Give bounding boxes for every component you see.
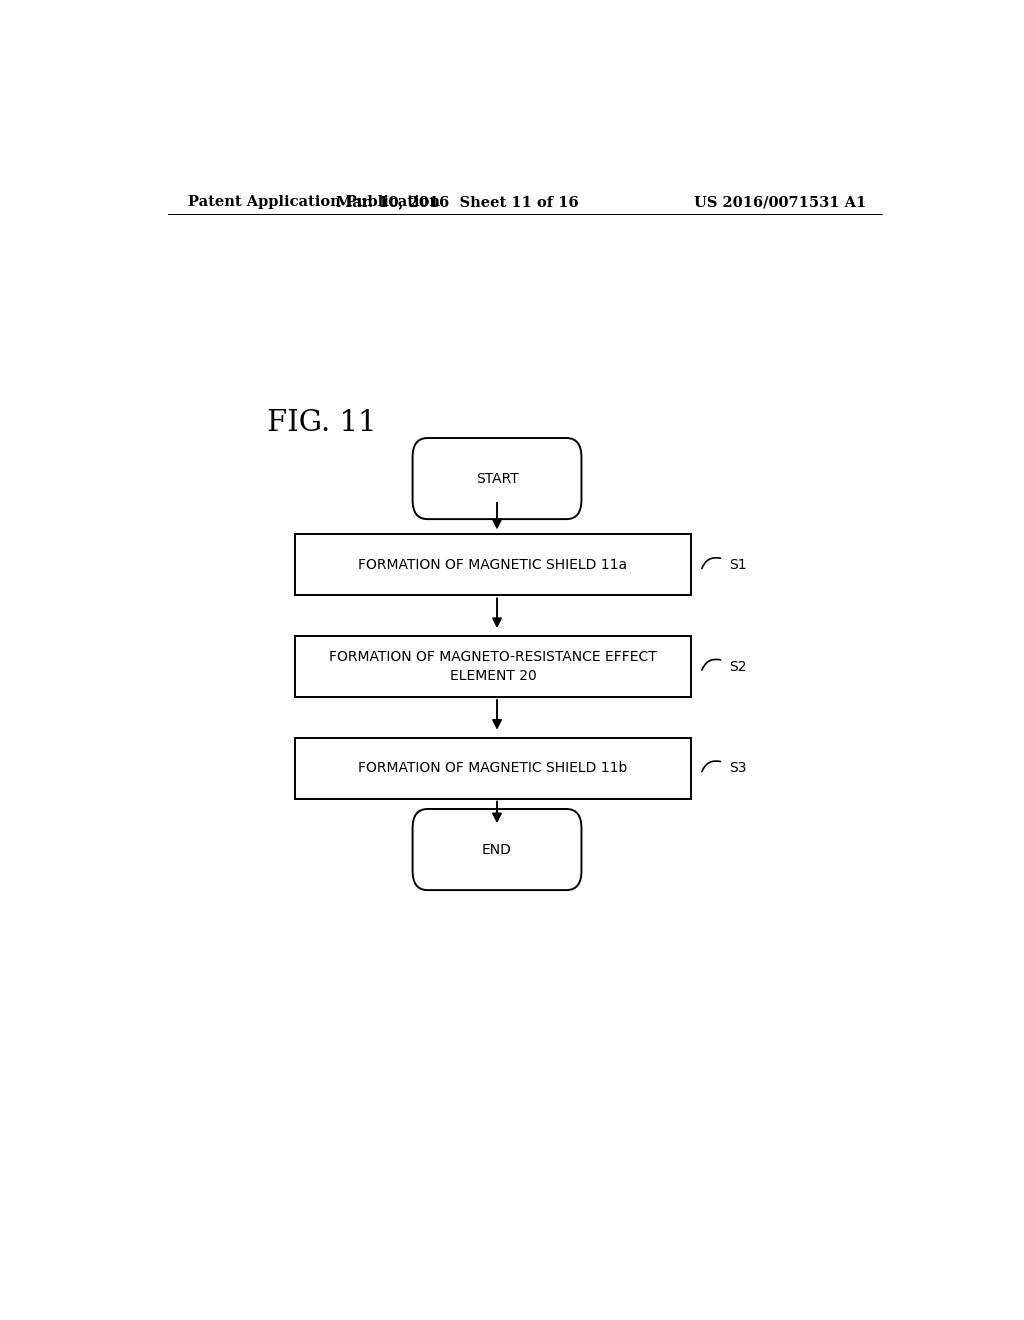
Text: S3: S3 bbox=[729, 762, 746, 775]
Text: Patent Application Publication: Patent Application Publication bbox=[187, 195, 439, 209]
Text: S1: S1 bbox=[729, 558, 746, 572]
Bar bbox=[295, 535, 691, 595]
Bar bbox=[295, 636, 691, 697]
Text: FORMATION OF MAGNETIC SHIELD 11a: FORMATION OF MAGNETIC SHIELD 11a bbox=[358, 558, 628, 572]
Bar bbox=[295, 738, 691, 799]
FancyBboxPatch shape bbox=[413, 809, 582, 890]
Text: US 2016/0071531 A1: US 2016/0071531 A1 bbox=[694, 195, 866, 209]
Text: END: END bbox=[482, 842, 512, 857]
Text: Mar. 10, 2016  Sheet 11 of 16: Mar. 10, 2016 Sheet 11 of 16 bbox=[336, 195, 579, 209]
Text: FORMATION OF MAGNETIC SHIELD 11b: FORMATION OF MAGNETIC SHIELD 11b bbox=[358, 762, 628, 775]
Text: S2: S2 bbox=[729, 660, 746, 673]
Text: START: START bbox=[476, 471, 518, 486]
Text: FIG. 11: FIG. 11 bbox=[267, 409, 377, 437]
Text: FORMATION OF MAGNETO-RESISTANCE EFFECT
ELEMENT 20: FORMATION OF MAGNETO-RESISTANCE EFFECT E… bbox=[329, 651, 657, 682]
FancyBboxPatch shape bbox=[413, 438, 582, 519]
